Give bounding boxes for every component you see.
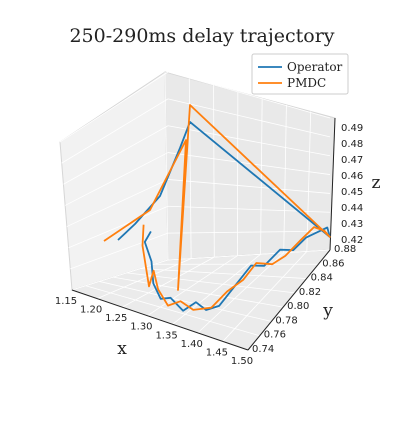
gridline: [167, 71, 331, 119]
z-tick-label: 0.46: [341, 171, 363, 182]
gridline: [306, 111, 312, 252]
x-axis-ticks: 1.151.201.251.301.35 1.401.451.50: [55, 296, 253, 367]
gridline: [260, 98, 263, 255]
legend: Operator PMDC: [251, 53, 349, 95]
gridline: [113, 276, 284, 308]
z-tick-label: 0.42: [341, 235, 363, 246]
gridline: [64, 152, 169, 206]
z-axis-line: [329, 117, 336, 251]
gridline: [197, 252, 284, 334]
left-pane: [59, 71, 169, 291]
x-axis-line: [71, 289, 249, 351]
gridline: [164, 71, 169, 261]
gridline: [213, 85, 215, 258]
x-tick-label: 1.45: [206, 347, 228, 358]
legend-label-pmdc: PMDC: [287, 76, 326, 90]
series-line-pmdc: [103, 104, 331, 311]
x-tick-label: 1.30: [130, 322, 152, 333]
gridline: [61, 98, 169, 164]
y-tick-label: 0.78: [275, 315, 297, 326]
z-axis-ticks: 0.42 0.43 0.44 0.45 0.46 0.47 0.48 0.49: [341, 123, 363, 246]
gridline: [122, 256, 215, 308]
y-tick-label: 0.88: [334, 244, 356, 255]
gridline: [167, 98, 331, 138]
x-tick-label: 1.20: [80, 305, 102, 316]
y-axis-label: y: [322, 301, 333, 321]
gridline: [167, 249, 331, 261]
gridline: [70, 232, 169, 270]
x-axis-label: x: [117, 339, 127, 359]
y-tick-label: 0.80: [287, 301, 309, 312]
gridline: [147, 255, 238, 317]
x-tick-label: 1.35: [155, 330, 177, 341]
gridline: [63, 125, 169, 185]
gridline: [66, 179, 169, 227]
z-tick-label: 0.48: [341, 139, 363, 150]
gridline: [96, 258, 192, 299]
series-layer: [103, 104, 331, 312]
gridline: [283, 104, 287, 253]
gridline: [99, 281, 272, 322]
gridline: [167, 152, 331, 175]
plot-area: [59, 71, 336, 351]
y-tick-label: 0.74: [252, 344, 274, 355]
x-tick-label: 1.25: [105, 313, 127, 324]
z-tick-label: 0.43: [341, 219, 363, 230]
gridline: [172, 253, 261, 325]
gridline: [59, 71, 169, 143]
gridline: [140, 268, 307, 279]
chart-title: 250-290ms delay trajectory: [69, 25, 334, 47]
x-tick-label: 1.15: [55, 296, 77, 307]
gridline: [167, 230, 331, 234]
y-tick-label: 0.76: [264, 330, 286, 341]
z-tick-label: 0.47: [341, 155, 363, 166]
y-axis-line: [247, 249, 331, 351]
z-tick-label: 0.45: [341, 187, 363, 198]
y-tick-label: 0.84: [311, 273, 333, 284]
gridline: [85, 285, 260, 337]
z-tick-label: 0.44: [341, 203, 363, 214]
y-tick-label: 0.82: [299, 287, 321, 298]
gridline: [222, 251, 308, 342]
z-axis-label: z: [372, 173, 381, 193]
gridline: [167, 125, 331, 157]
y-tick-label: 0.86: [322, 258, 344, 269]
x-tick-label: 1.40: [181, 339, 203, 350]
y-axis-ticks: 0.74 0.76 0.78 0.80 0.82 0.84 0.86 0.88: [252, 244, 356, 355]
x-tick-label: 1.50: [231, 356, 253, 367]
legend-box: [251, 53, 349, 95]
legend-label-operator: Operator: [287, 60, 343, 74]
z-tick-label: 0.49: [341, 123, 363, 134]
gridline: [68, 205, 169, 249]
gridline: [167, 179, 331, 194]
